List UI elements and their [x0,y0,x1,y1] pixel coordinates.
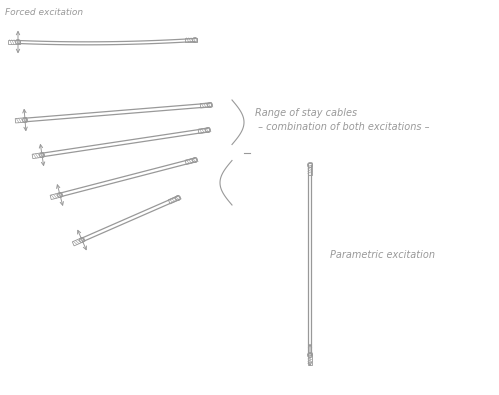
Text: Parametric excitation: Parametric excitation [330,250,435,260]
Text: Forced excitation: Forced excitation [5,8,83,17]
Text: – combination of both excitations –: – combination of both excitations – [255,122,430,132]
Text: Range of stay cables: Range of stay cables [255,108,357,118]
